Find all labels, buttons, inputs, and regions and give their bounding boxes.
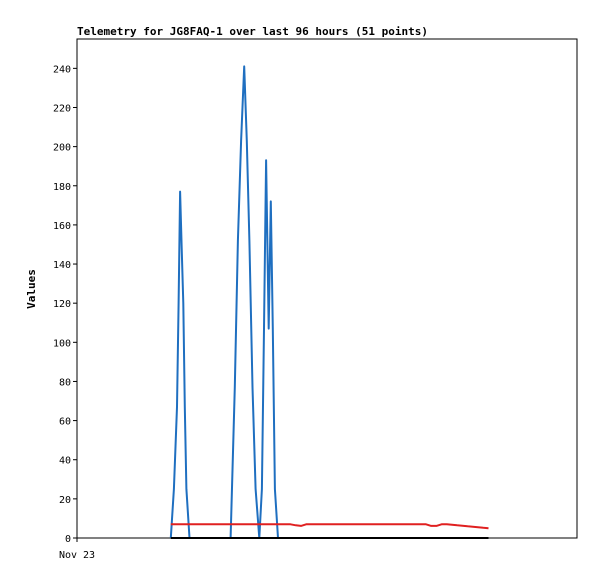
y-tick-label: 0 xyxy=(65,534,71,545)
y-tick-label: 20 xyxy=(59,495,71,506)
series-lines xyxy=(169,65,489,539)
y-tick-label: 160 xyxy=(53,221,71,232)
series-line-0 xyxy=(169,65,285,539)
y-tick-label: 140 xyxy=(53,260,71,271)
chart-title: Telemetry for JG8FAQ-1 over last 96 hour… xyxy=(77,25,428,38)
y-tick-label: 240 xyxy=(53,64,71,75)
y-tick-label: 180 xyxy=(53,182,71,193)
series-line-1 xyxy=(170,523,489,530)
y-tick-label: 220 xyxy=(53,103,71,114)
y-tick-label: 100 xyxy=(53,338,71,349)
y-tick-label: 40 xyxy=(59,456,71,467)
y-axis-ticks: 0 20 40 60 80 100 120 140 160 180 200 220 240 xyxy=(53,64,77,545)
plot-area-frame xyxy=(76,38,578,539)
y-tick-label: 120 xyxy=(53,299,71,310)
y-tick-label: 80 xyxy=(59,377,71,388)
x-axis-ticks: Nov 23 xyxy=(59,538,95,561)
y-tick-label: 60 xyxy=(59,417,71,428)
y-axis-label: Values xyxy=(25,269,38,309)
x-tick-label: Nov 23 xyxy=(59,550,95,561)
y-tick-label: 200 xyxy=(53,143,71,154)
